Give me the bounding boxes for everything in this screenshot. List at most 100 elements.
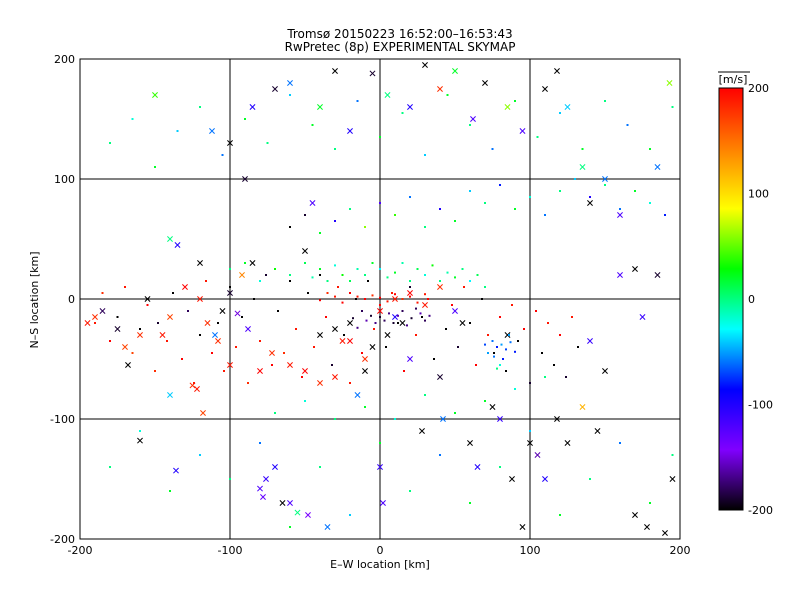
data-point-dot <box>505 370 507 372</box>
data-point-dot <box>574 178 576 180</box>
data-point-cross <box>527 440 533 446</box>
data-point-cross <box>173 467 179 474</box>
data-point-dot <box>409 286 411 288</box>
data-point-dot <box>445 328 447 330</box>
data-point-dot <box>424 394 426 396</box>
data-point-dot <box>349 292 351 294</box>
data-point-cross <box>399 320 406 326</box>
data-point-dot <box>176 130 179 132</box>
data-point-dot <box>365 319 368 322</box>
data-point-dot <box>484 202 486 204</box>
data-point-cross <box>362 356 368 362</box>
data-point-dot <box>364 274 366 276</box>
data-point-dot <box>172 292 174 294</box>
data-point-dot <box>217 322 219 324</box>
data-point-dot <box>94 322 96 324</box>
data-point-dot <box>169 490 171 492</box>
data-point-dot <box>385 346 387 348</box>
data-point-cross <box>279 500 286 506</box>
data-point-cross <box>227 362 233 368</box>
y-axis-label: N–S location [km] <box>28 251 41 348</box>
data-point-dot <box>469 280 471 282</box>
data-point-dot <box>446 94 449 96</box>
data-point-cross <box>384 332 391 338</box>
data-point-dot <box>259 280 261 282</box>
data-point-dot <box>529 382 531 384</box>
colorbar-label: [m/s] <box>719 73 748 86</box>
data-point-cross <box>324 524 331 530</box>
data-point-dot <box>394 214 396 216</box>
data-point-dot <box>469 502 471 504</box>
data-point-dot <box>199 334 201 336</box>
data-point-dot <box>481 298 483 300</box>
data-point-dot <box>511 304 513 306</box>
data-point-cross <box>489 404 496 410</box>
data-point-dot <box>415 334 417 336</box>
x-tick-label: 0 <box>377 544 384 557</box>
data-point-dot <box>397 314 399 317</box>
data-point-dot <box>241 316 243 318</box>
data-point-cross <box>122 344 128 350</box>
data-point-dot <box>406 324 408 327</box>
data-point-dot <box>388 312 390 315</box>
data-point-cross <box>152 92 158 98</box>
data-point-dot <box>229 286 231 288</box>
data-point-dot <box>379 304 381 306</box>
colorbar-tick-label: 100 <box>748 188 769 201</box>
data-point-dot <box>505 348 507 351</box>
data-point-dot <box>349 514 351 516</box>
data-point-cross <box>287 362 293 368</box>
data-point-dot <box>364 298 366 300</box>
data-point-cross <box>219 308 226 314</box>
data-point-dot <box>364 226 366 228</box>
data-point-cross <box>212 332 218 338</box>
data-point-cross <box>137 437 143 444</box>
data-point-cross <box>594 428 601 434</box>
data-point-cross <box>197 296 203 302</box>
data-point-dot <box>205 280 207 282</box>
data-point-dot <box>589 196 591 198</box>
data-point-dot <box>319 268 321 270</box>
data-point-cross <box>167 392 173 398</box>
data-point-cross <box>474 464 481 470</box>
data-point-cross <box>302 368 308 374</box>
data-point-dot <box>415 307 417 310</box>
colorbar-tick-label: -200 <box>748 504 773 517</box>
data-point-cross <box>459 320 466 326</box>
data-point-dot <box>671 454 674 456</box>
data-point-cross <box>392 314 398 320</box>
data-point-dot <box>304 400 306 402</box>
data-point-dot <box>235 346 237 348</box>
x-tick-label: 100 <box>520 544 541 557</box>
data-point-dot <box>544 376 546 378</box>
data-point-cross <box>392 296 398 302</box>
data-point-dot <box>431 264 434 267</box>
data-point-dot <box>373 328 375 330</box>
data-point-dot <box>334 418 336 420</box>
data-point-dot <box>419 312 422 315</box>
data-point-cross <box>249 260 256 266</box>
data-point-cross <box>227 290 233 296</box>
data-point-dot <box>397 322 399 324</box>
data-point-dot <box>509 341 512 344</box>
data-point-dot <box>577 346 579 348</box>
data-point-dot <box>199 454 201 456</box>
data-point-cross <box>497 416 503 422</box>
data-point-dot <box>446 271 449 274</box>
data-point-cross <box>504 104 511 110</box>
data-point-cross <box>579 164 586 170</box>
data-point-dot <box>116 316 119 318</box>
data-point-cross <box>602 176 608 182</box>
data-point-dot <box>131 118 134 120</box>
data-point-cross <box>369 344 376 350</box>
data-point-cross <box>632 512 638 518</box>
data-point-cross <box>542 476 548 482</box>
data-point-dot <box>416 301 419 304</box>
data-point-cross <box>114 326 121 332</box>
data-point-cross <box>662 530 668 536</box>
data-point-cross <box>209 128 215 134</box>
data-point-dot <box>439 208 441 210</box>
data-point-cross <box>257 485 263 492</box>
data-point-cross <box>519 524 526 530</box>
data-point-dot <box>529 196 531 198</box>
